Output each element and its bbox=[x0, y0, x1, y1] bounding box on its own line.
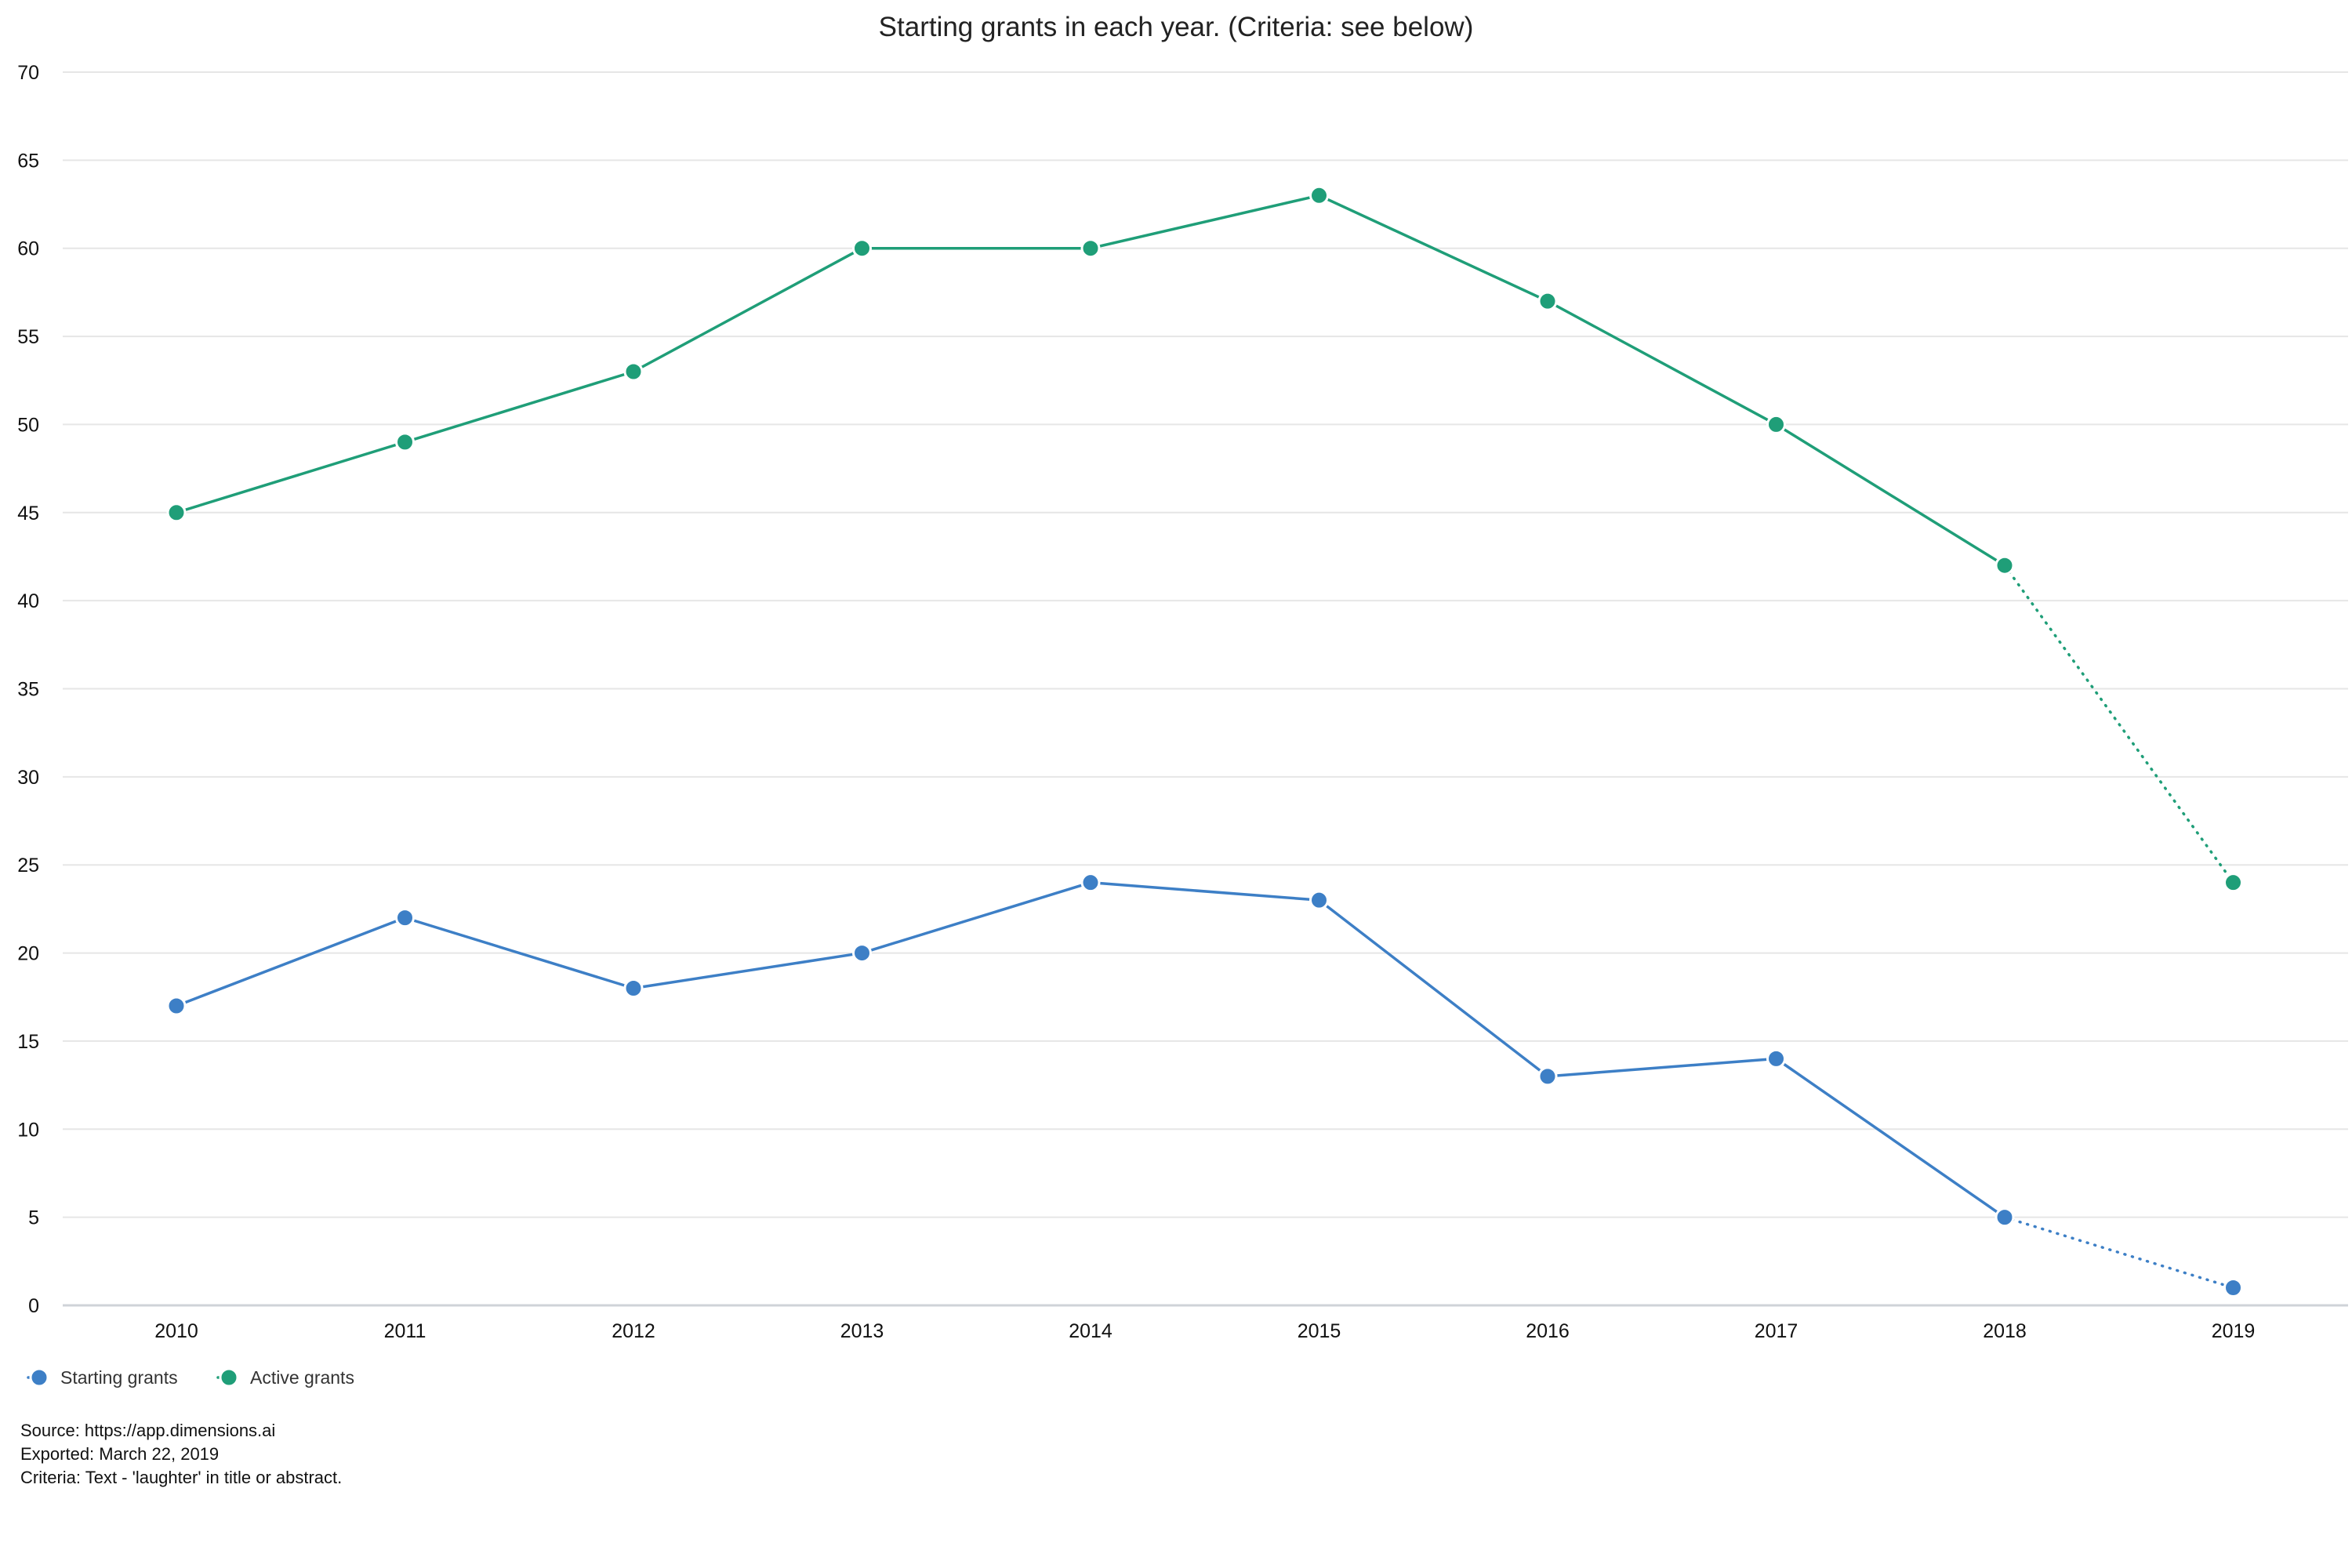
x-tick-label: 2019 bbox=[2212, 1320, 2256, 1342]
footer: Source: https://app.dimensions.ai Export… bbox=[20, 1421, 342, 1487]
data-point[interactable] bbox=[1766, 414, 1786, 434]
data-point[interactable] bbox=[1309, 185, 1329, 205]
y-tick-label: 50 bbox=[17, 414, 39, 436]
y-tick-label: 5 bbox=[28, 1207, 39, 1229]
x-tick-label: 2013 bbox=[840, 1320, 884, 1342]
y-tick-label: 15 bbox=[17, 1031, 39, 1053]
x-tick-label: 2011 bbox=[384, 1320, 426, 1342]
data-point[interactable] bbox=[2223, 873, 2243, 893]
legend: Starting grants Active grants bbox=[27, 1367, 354, 1388]
data-point[interactable] bbox=[852, 238, 872, 259]
series-segment bbox=[860, 880, 1092, 955]
grid bbox=[63, 71, 2348, 1307]
data-point[interactable] bbox=[2223, 1278, 2243, 1298]
data-point[interactable] bbox=[1537, 1066, 1558, 1087]
data-point[interactable] bbox=[1994, 555, 2015, 575]
legend-marker bbox=[29, 1367, 49, 1388]
legend-item[interactable]: Active grants bbox=[216, 1367, 354, 1388]
data-point[interactable] bbox=[395, 908, 415, 928]
footer-exported: Exported: March 22, 2019 bbox=[20, 1444, 219, 1464]
series-layer bbox=[166, 185, 2243, 1298]
series-segment bbox=[1774, 423, 2006, 567]
x-tick-label: 2016 bbox=[1526, 1320, 1570, 1342]
y-tick-label: 45 bbox=[17, 503, 39, 524]
data-point[interactable] bbox=[623, 978, 644, 999]
series-segment bbox=[175, 916, 407, 1007]
data-point[interactable] bbox=[1309, 890, 1329, 910]
y-tick-label: 35 bbox=[17, 679, 39, 701]
x-tick-label: 2018 bbox=[1983, 1320, 2027, 1342]
legend-item[interactable]: Starting grants bbox=[27, 1367, 178, 1388]
series-segment bbox=[175, 441, 407, 514]
series-segment bbox=[632, 951, 864, 990]
series-segment-dotted bbox=[2003, 1215, 2235, 1290]
data-point[interactable] bbox=[1994, 1207, 2015, 1228]
series-segment-dotted bbox=[2003, 564, 2235, 884]
x-tick-label: 2015 bbox=[1298, 1320, 1341, 1342]
series-segment bbox=[1774, 1057, 2006, 1219]
legend-marker bbox=[219, 1367, 239, 1388]
series-segment bbox=[1317, 194, 1549, 303]
data-point[interactable] bbox=[166, 503, 187, 523]
y-tick-label: 30 bbox=[17, 767, 39, 789]
y-tick-label: 25 bbox=[17, 855, 39, 877]
legend-label: Active grants bbox=[250, 1367, 354, 1388]
data-point[interactable] bbox=[1537, 291, 1558, 311]
x-tick-label: 2010 bbox=[154, 1320, 198, 1342]
data-point[interactable] bbox=[1080, 873, 1101, 893]
series-segment bbox=[403, 916, 635, 990]
series-segment bbox=[1089, 880, 1321, 902]
data-point[interactable] bbox=[623, 361, 644, 382]
series-segment bbox=[403, 370, 635, 444]
data-point[interactable] bbox=[395, 432, 415, 452]
y-tick-label: 65 bbox=[17, 150, 39, 172]
footer-source: Source: https://app.dimensions.ai bbox=[20, 1421, 275, 1440]
data-point[interactable] bbox=[166, 996, 187, 1016]
x-axis: 2010 2011 2012 2013 2014 2015 2016 2017 2018 2019 bbox=[154, 1320, 2255, 1342]
x-tick-label: 2014 bbox=[1069, 1320, 1112, 1342]
x-tick-label: 2017 bbox=[1755, 1320, 1798, 1342]
series-segment bbox=[1546, 1057, 1778, 1078]
y-tick-label: 20 bbox=[17, 943, 39, 965]
y-tick-label: 55 bbox=[17, 326, 39, 348]
data-point[interactable] bbox=[852, 943, 872, 964]
y-tick-label: 70 bbox=[17, 62, 39, 84]
series-segment bbox=[1546, 299, 1778, 426]
legend-label: Starting grants bbox=[60, 1367, 178, 1388]
y-axis: 0 5 10 15 20 25 30 35 40 45 50 55 60 65 70 bbox=[17, 62, 39, 1317]
y-tick-label: 40 bbox=[17, 590, 39, 612]
y-tick-label: 60 bbox=[17, 238, 39, 260]
data-point[interactable] bbox=[1766, 1048, 1786, 1069]
series-segment bbox=[632, 246, 864, 373]
series-2 bbox=[166, 185, 2243, 893]
data-point[interactable] bbox=[1080, 238, 1101, 259]
chart-title: Starting grants in each year. (Criteria:… bbox=[879, 12, 1474, 42]
series-segment bbox=[1089, 194, 1321, 250]
y-tick-label: 0 bbox=[28, 1295, 39, 1317]
x-tick-label: 2012 bbox=[612, 1320, 655, 1342]
y-tick-label: 10 bbox=[17, 1119, 39, 1141]
series-segment bbox=[1317, 898, 1549, 1078]
series-1 bbox=[166, 873, 2243, 1298]
footer-criteria: Criteria: Text - 'laughter' in title or … bbox=[20, 1468, 342, 1487]
